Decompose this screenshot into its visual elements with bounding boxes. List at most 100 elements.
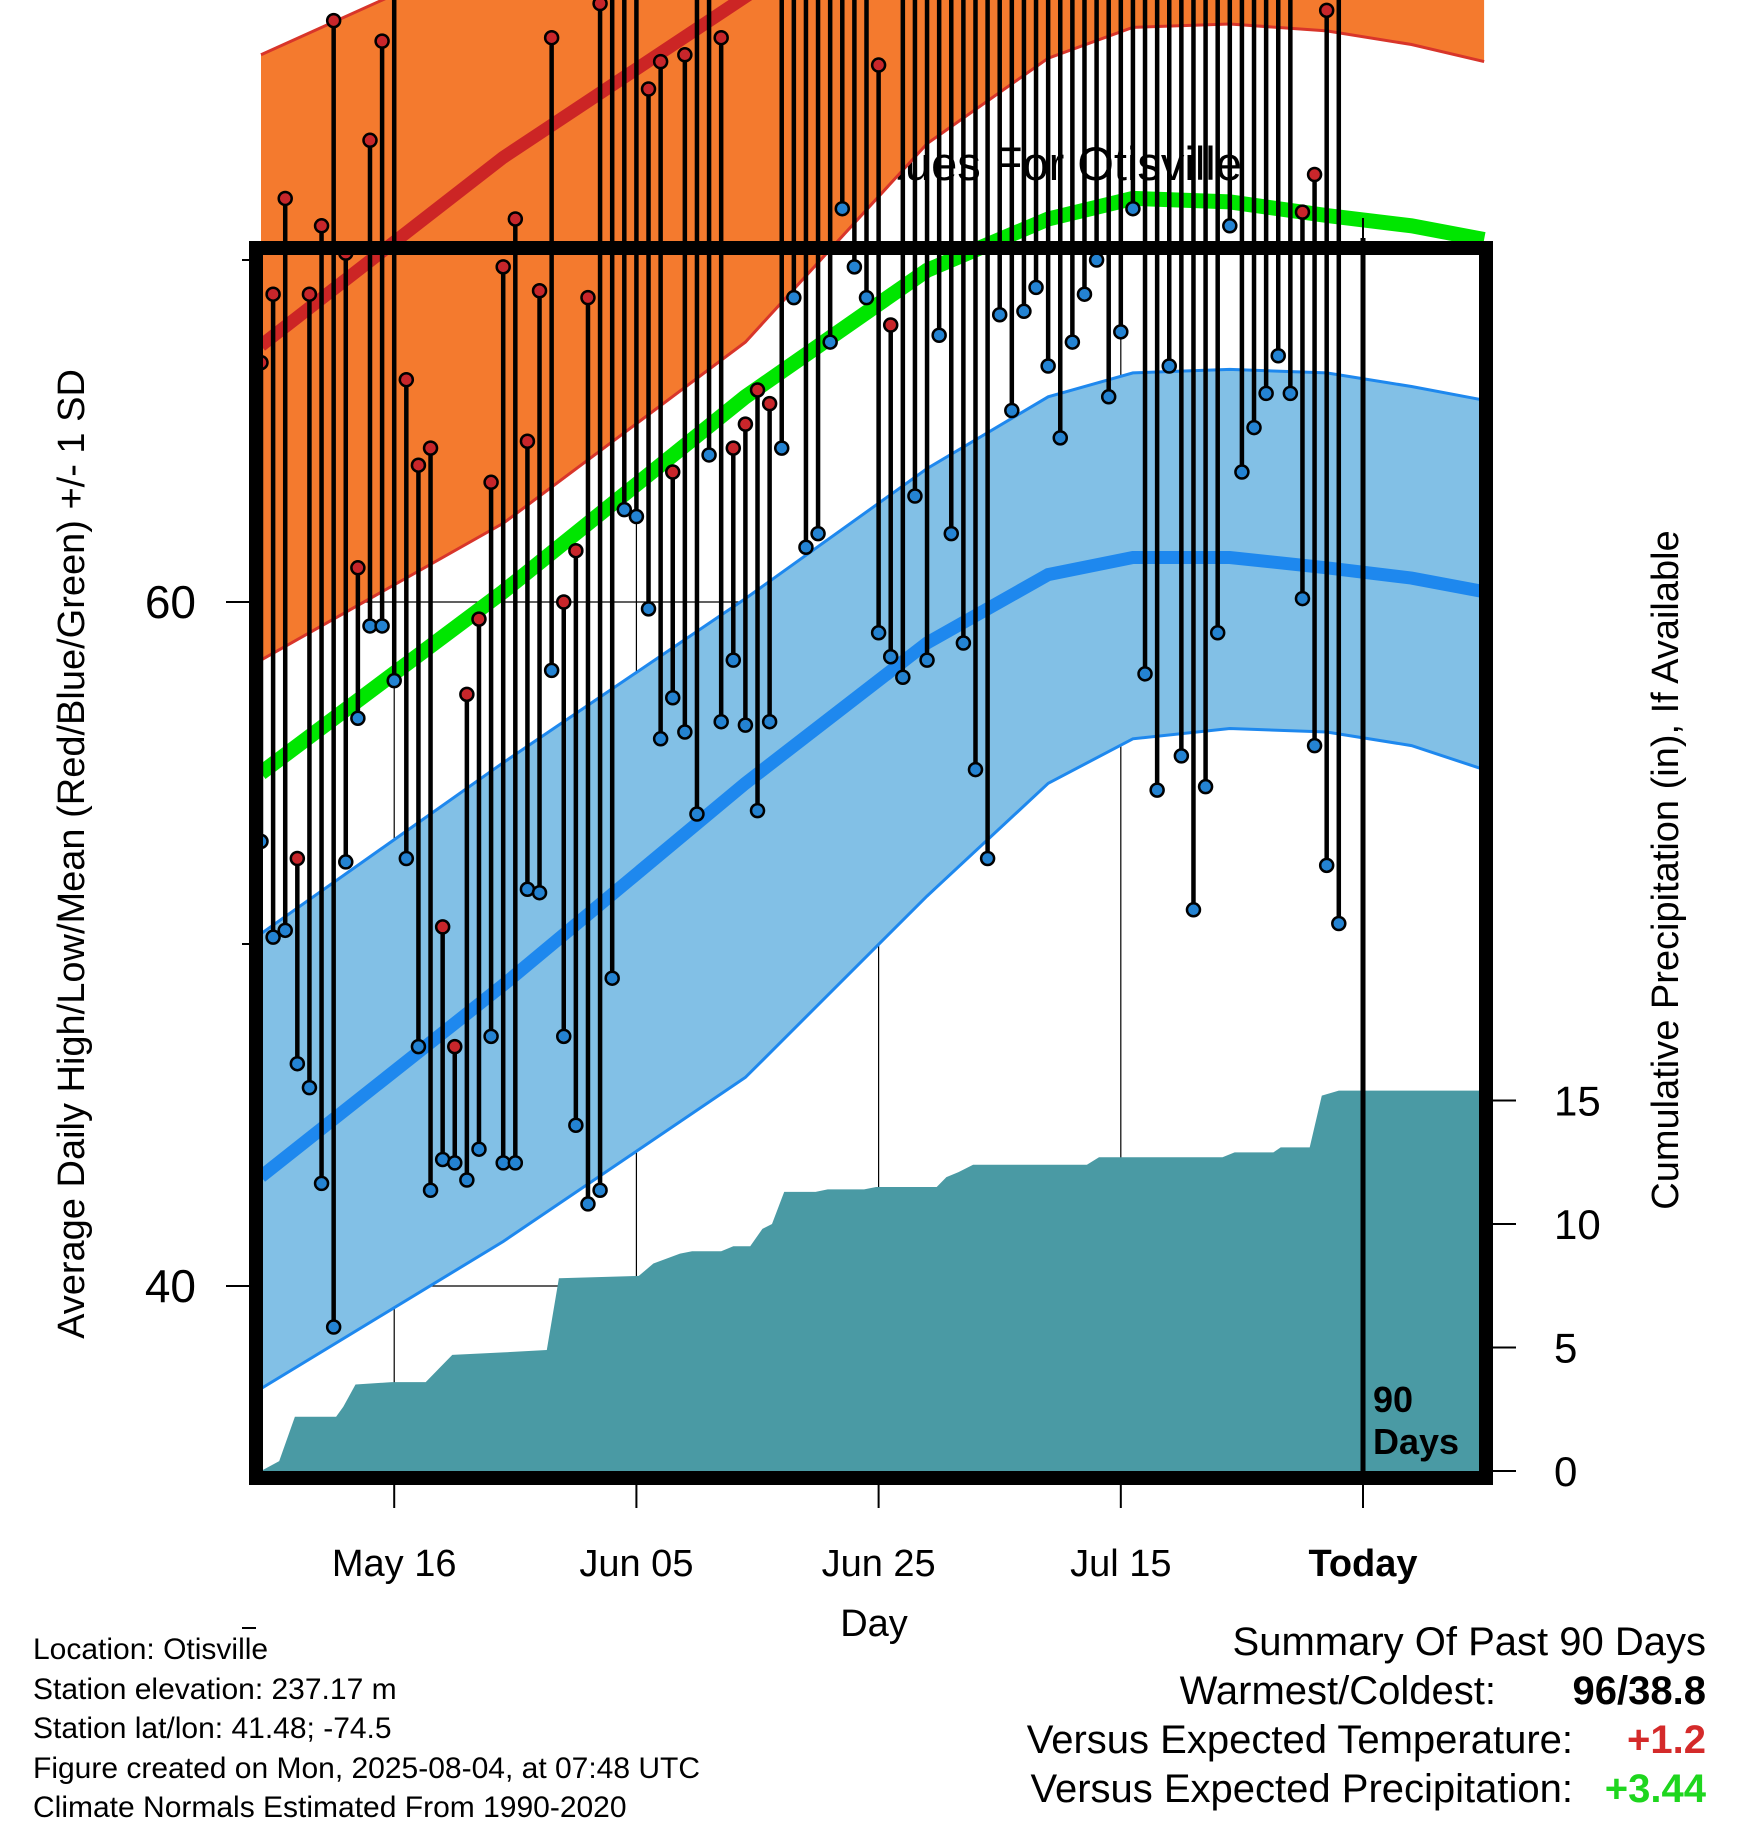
daily-low-point [725,652,742,668]
y-tick-label: 60 [145,576,196,628]
daily-high-point [325,12,342,29]
temp-anomaly-value: +1.2 [1627,1718,1706,1762]
daily-low-point [265,929,281,945]
daily-low-point [1064,334,1081,350]
daily-high-point [398,371,415,388]
daily-low-point [410,1038,427,1055]
daily-high-point [1318,2,1335,19]
daily-high-point [447,1038,463,1055]
daily-low-point [943,525,960,542]
low-sd-band-lower-edge [260,726,1485,1390]
daily-low-point [1185,902,1202,918]
created-text: Figure created on Mon, 2025-08-04, at 07… [33,1751,701,1785]
daily-low-point [1234,464,1250,480]
normal-low-line [256,551,1486,1182]
daily-high-point [882,317,899,333]
daily-low-point [1137,666,1153,682]
daily-low-point [1258,385,1274,402]
daily-low-point [979,850,996,867]
summary-heading: Summary Of Past 90 Days [1232,1620,1706,1664]
plot-border [249,241,1493,1485]
daily-high-point [580,289,596,306]
daily-low-point [471,1141,487,1157]
daily-high-point [568,542,584,559]
daily-low-point [1161,358,1177,374]
daily-low-point [1246,419,1262,436]
daily-low-point [1331,915,1347,932]
low-sd-band-upper-edge [260,367,1485,935]
precip-anomaly-value: +3.44 [1604,1767,1706,1811]
daily-low-point [1149,782,1165,798]
daily-low-point [846,259,863,275]
daily-low-point [301,1079,318,1096]
daily-low-point [822,334,838,350]
daily-low-point [749,802,766,819]
daily-low-point [338,854,354,870]
daily-low-point [1318,857,1335,874]
daily-low-point [955,635,972,651]
y2-tick-label: 5 [1554,1325,1577,1372]
daily-high-point [531,283,548,299]
daily-high-point [289,850,306,867]
daily-high-point [870,57,887,73]
daily-low-point [1209,625,1226,641]
x-axis-label: Day [840,1603,908,1645]
daily-low-point [447,1155,463,1171]
daily-low-point [1100,389,1117,405]
daily-low-point [483,1028,499,1045]
daily-low-point [798,539,814,556]
daily-high-point [1294,204,1311,220]
daily-high-point [374,33,390,49]
daily-low-point [1028,279,1044,296]
daily-low-point [531,884,548,901]
daily-low-point [628,508,645,525]
y2-tick-label: 15 [1554,1078,1601,1125]
daily-low-point [1088,252,1105,268]
today-marker-label-line1: 90 [1373,1379,1413,1420]
daily-high-point [362,132,378,149]
daily-low-point [580,1196,596,1212]
x-tick-label: Jun 25 [822,1543,936,1585]
daily-high-point [265,286,281,302]
daily-low-point [882,648,899,665]
daily-high-point [556,594,572,610]
daily-low-point [507,1155,524,1171]
daily-low-point [991,306,1008,323]
daily-high-point [434,919,451,935]
daily-high-point [519,433,536,450]
daily-points [253,0,1347,1335]
daily-low-point [459,1172,475,1188]
daily-high-point [749,382,766,398]
location-text: Location: Otisville [33,1633,269,1666]
daily-high-point [277,190,293,207]
daily-low-point [1052,430,1069,446]
daily-high-point [725,440,742,456]
daily-stems [258,0,1342,1328]
daily-low-point [870,625,887,641]
x-tick-label: May 16 [332,1543,457,1585]
daily-low-point [616,501,633,518]
daily-high-point [664,464,681,480]
daily-low-point [1197,778,1214,795]
x-tick-label: Jul 15 [1070,1543,1171,1585]
daily-low-point [677,724,693,740]
daily-low-point [1004,402,1020,419]
daily-low-point [810,525,826,542]
daily-low-point [652,731,669,747]
normals-period-text: Climate Normals Estimated From 1990-2020 [33,1791,627,1824]
daily-low-point [761,713,778,730]
daily-low-point [737,717,754,733]
summary-panel: Summary Of Past 90 Days Warmest/Coldest:… [946,1620,1706,1816]
daily-low-point [568,1117,584,1134]
daily-low-point [701,447,717,463]
precip-fill [261,1090,1485,1471]
daily-low-point [640,601,657,617]
station-info: Location: Otisville Station elevation: 2… [33,1630,700,1828]
today-marker-label-line2: Days [1373,1421,1459,1462]
warmest-coldest-label: Warmest/Coldest: [1179,1669,1496,1713]
daily-low-point [967,761,984,778]
daily-high-point [483,474,499,491]
y-axis-label: Average Daily High/Low/Mean (Red/Blue/Gr… [51,369,93,1339]
daily-low-point [786,289,802,306]
